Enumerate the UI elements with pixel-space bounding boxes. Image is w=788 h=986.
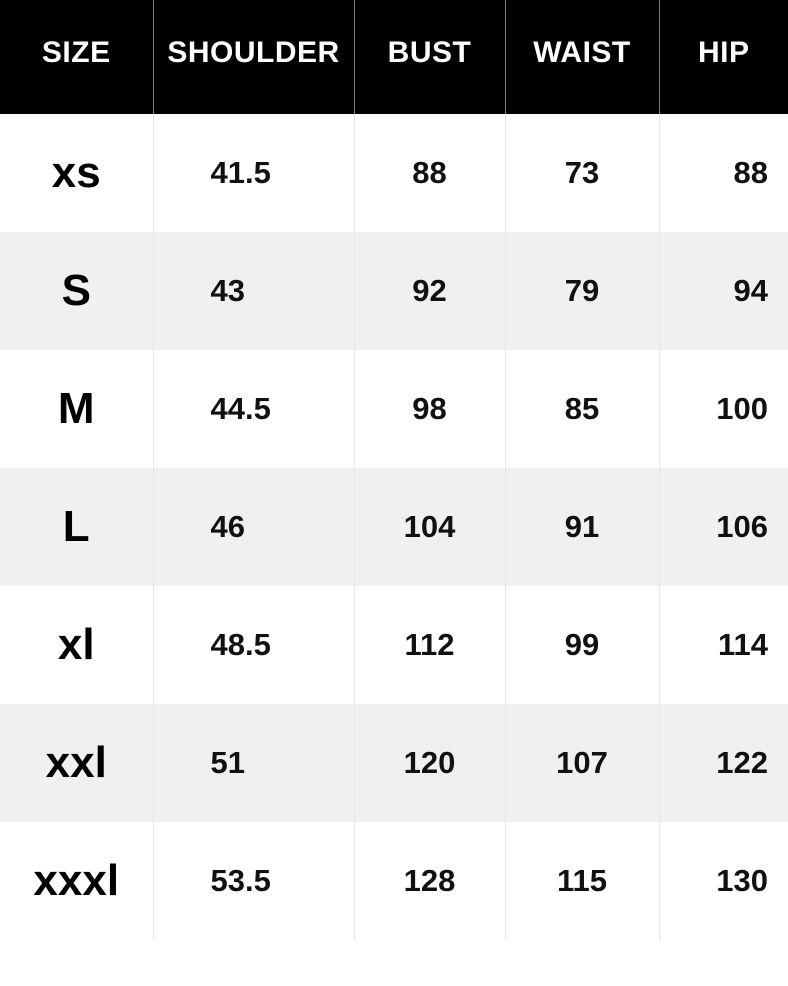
hip-value: 106 xyxy=(658,468,788,586)
shoulder-value: 43 xyxy=(152,232,354,350)
shoulder-value: 44.5 xyxy=(152,350,354,468)
bust-value: 88 xyxy=(353,114,505,232)
table-row: xl 48.5 112 99 114 xyxy=(0,586,788,704)
size-chart-header: SIZE SHOULDER BUST WAIST HIP xyxy=(0,0,788,114)
bust-value: 128 xyxy=(353,822,505,940)
bust-value: 104 xyxy=(353,468,505,586)
header-shoulder: SHOULDER xyxy=(152,0,354,114)
shoulder-value: 51 xyxy=(152,704,354,822)
bust-value: 92 xyxy=(353,232,505,350)
header-waist: WAIST xyxy=(504,0,659,114)
table-row: L 46 104 91 106 xyxy=(0,468,788,586)
table-row: xxxl 53.5 128 115 130 xyxy=(0,822,788,940)
header-hip: HIP xyxy=(658,0,788,114)
bust-value: 112 xyxy=(353,586,505,704)
size-label: L xyxy=(62,502,90,551)
size-label: xl xyxy=(57,620,95,669)
hip-value: 100 xyxy=(658,350,788,468)
shoulder-value: 48.5 xyxy=(152,586,354,704)
shoulder-value: 53.5 xyxy=(152,822,354,940)
hip-value: 94 xyxy=(658,232,788,350)
size-label: xxl xyxy=(45,738,107,787)
size-label: xxxl xyxy=(33,856,120,905)
waist-value: 107 xyxy=(504,704,659,822)
waist-value: 73 xyxy=(504,114,659,232)
size-label: xs xyxy=(51,148,101,197)
header-bust: BUST xyxy=(353,0,505,114)
size-label: M xyxy=(57,384,95,433)
waist-value: 91 xyxy=(504,468,659,586)
shoulder-value: 41.5 xyxy=(152,114,354,232)
hip-value: 88 xyxy=(658,114,788,232)
table-row: M 44.5 98 85 100 xyxy=(0,350,788,468)
hip-value: 122 xyxy=(658,704,788,822)
size-chart-table: SIZE SHOULDER BUST WAIST HIP xs 41.5 88 … xyxy=(0,0,788,940)
bust-value: 120 xyxy=(353,704,505,822)
table-row: xs 41.5 88 73 88 xyxy=(0,114,788,232)
size-label: S xyxy=(61,266,91,315)
table-row: xxl 51 120 107 122 xyxy=(0,704,788,822)
header-size: SIZE xyxy=(0,0,153,114)
shoulder-value: 46 xyxy=(152,468,354,586)
header-row: SIZE SHOULDER BUST WAIST HIP xyxy=(0,0,788,114)
waist-value: 115 xyxy=(504,822,659,940)
waist-value: 85 xyxy=(504,350,659,468)
table-row: S 43 92 79 94 xyxy=(0,232,788,350)
hip-value: 114 xyxy=(658,586,788,704)
waist-value: 79 xyxy=(504,232,659,350)
size-chart-body: xs 41.5 88 73 88 S 43 92 79 94 M 44.5 98… xyxy=(0,114,788,940)
bust-value: 98 xyxy=(353,350,505,468)
waist-value: 99 xyxy=(504,586,659,704)
hip-value: 130 xyxy=(658,822,788,940)
